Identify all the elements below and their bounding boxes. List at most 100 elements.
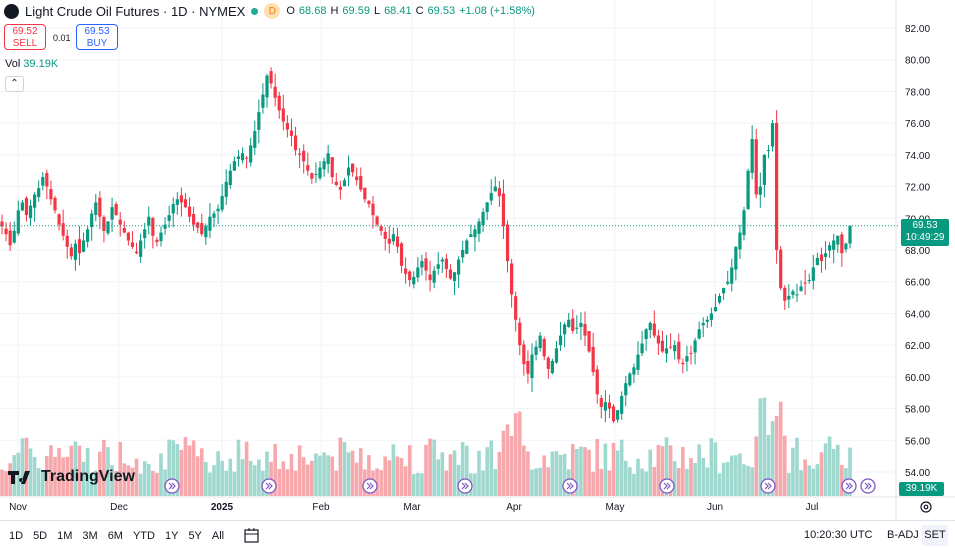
- volume-bar: [118, 441, 123, 496]
- range-button-1m[interactable]: 1M: [57, 529, 73, 542]
- volume-bar: [558, 454, 563, 496]
- event-marker-icon[interactable]: [860, 478, 876, 494]
- candle-body: [391, 234, 395, 242]
- volume-bar: [293, 470, 298, 496]
- candle-body: [473, 229, 477, 238]
- volume-bar: [815, 464, 820, 496]
- volume-bar: [236, 439, 241, 496]
- volume-bar: [701, 457, 706, 496]
- volume-bar: [485, 447, 489, 496]
- volume-bar: [628, 467, 632, 496]
- volume-bar: [725, 461, 730, 496]
- buy-button[interactable]: 69.53 BUY: [76, 24, 118, 50]
- volume-bar: [607, 470, 612, 496]
- range-button-all[interactable]: All: [211, 529, 225, 542]
- volume-bar: [501, 430, 506, 496]
- candle-body: [713, 307, 718, 312]
- candle-body: [404, 268, 408, 274]
- candle-body: [722, 288, 726, 294]
- volume-bar: [444, 470, 449, 496]
- price-chart[interactable]: 54.00 56.00 58.00 60.00 62.00 64.00 66.00 68.00…: [0, 0, 955, 520]
- event-marker-icon[interactable]: [760, 478, 776, 494]
- candle-body: [518, 322, 522, 346]
- volume-bar: [464, 445, 469, 496]
- time-tick-label: 2025: [211, 502, 234, 513]
- symbol-title[interactable]: Light Crude Oil Futures · 1D · NYMEX: [25, 3, 246, 19]
- candle-body: [766, 150, 771, 152]
- volume-bar: [28, 448, 33, 496]
- clock-time[interactable]: 10:20:30 UTC: [804, 529, 873, 541]
- volume-bar: [354, 462, 359, 496]
- calendar-icon[interactable]: [243, 527, 261, 545]
- candle-body: [620, 395, 624, 414]
- volume-bar: [49, 445, 53, 496]
- candle-body: [196, 222, 200, 228]
- volume-bar: [146, 463, 151, 496]
- candle-body: [240, 153, 245, 161]
- event-marker-icon[interactable]: [457, 478, 473, 494]
- volume-bar: [265, 451, 269, 496]
- range-button-1y[interactable]: 1Y: [164, 529, 179, 542]
- event-marker-icon[interactable]: [261, 478, 277, 494]
- volume-bar: [575, 448, 579, 496]
- gear-icon[interactable]: [919, 500, 933, 514]
- volume-bar: [615, 450, 620, 496]
- collapse-legend-button[interactable]: ⌃: [5, 76, 24, 92]
- candle-body: [599, 398, 603, 407]
- candle-body: [322, 161, 326, 170]
- candle-body: [493, 186, 497, 192]
- volume-bar: [656, 444, 661, 496]
- event-marker-icon[interactable]: [164, 478, 180, 494]
- tradingview-logo-icon: [8, 471, 30, 484]
- sell-button[interactable]: 69.52 SELL: [4, 24, 46, 50]
- adjustment-toggle[interactable]: B-ADJ: [887, 529, 919, 541]
- candle-body: [677, 341, 681, 360]
- candle-body: [147, 216, 151, 226]
- event-marker-icon[interactable]: [659, 478, 675, 494]
- candle-body: [236, 156, 241, 159]
- volume-bar: [65, 456, 70, 496]
- candle-body: [457, 259, 461, 275]
- range-button-5y[interactable]: 5Y: [188, 529, 202, 542]
- volume-bar: [57, 448, 61, 496]
- volume-bar: [53, 456, 57, 496]
- range-button-1d[interactable]: 1D: [9, 529, 24, 542]
- candle-body: [171, 204, 175, 214]
- volume-bar: [244, 441, 249, 496]
- volume-bar: [530, 469, 534, 496]
- session-toggle[interactable]: SET: [922, 525, 948, 546]
- range-button-ytd[interactable]: YTD: [132, 529, 155, 542]
- volume-bar: [240, 459, 245, 496]
- candle-body: [742, 210, 746, 236]
- price-tick-label: 60.00: [905, 373, 930, 384]
- event-marker-icon[interactable]: [562, 478, 578, 494]
- range-button-5d[interactable]: 5D: [33, 529, 48, 542]
- volume-bar: [693, 462, 697, 496]
- range-button-3m[interactable]: 3M: [82, 529, 98, 542]
- candle-body: [245, 157, 249, 159]
- volume-bar: [762, 397, 767, 496]
- volume-bar: [379, 470, 383, 496]
- volume-bar: [187, 445, 192, 496]
- candle-body: [750, 139, 754, 173]
- volume-bar: [281, 461, 286, 496]
- candle-body: [102, 216, 106, 231]
- volume-bar: [195, 456, 200, 496]
- candle-body: [436, 264, 440, 269]
- volume-bar: [342, 442, 347, 496]
- candle-body: [828, 245, 832, 251]
- volume-bar: [632, 473, 636, 496]
- price-tick-label: 66.00: [905, 278, 930, 289]
- candle-body: [179, 195, 183, 203]
- volume-bar: [599, 468, 604, 496]
- volume-bar: [24, 437, 29, 496]
- event-marker-icon[interactable]: [841, 478, 857, 494]
- candle-body: [187, 206, 192, 217]
- volume-bar: [619, 439, 624, 496]
- tradingview-logo[interactable]: TradingView: [7, 468, 135, 486]
- event-marker-icon[interactable]: [362, 478, 378, 494]
- candle-body: [640, 343, 644, 354]
- range-button-6m[interactable]: 6M: [107, 529, 123, 542]
- bottom-toolbar: 1D 5D 1M 3M 6M YTD 1Y 5Y All 10:20:30 UTC B-ADJ …: [0, 520, 955, 550]
- volume-bar: [77, 445, 82, 496]
